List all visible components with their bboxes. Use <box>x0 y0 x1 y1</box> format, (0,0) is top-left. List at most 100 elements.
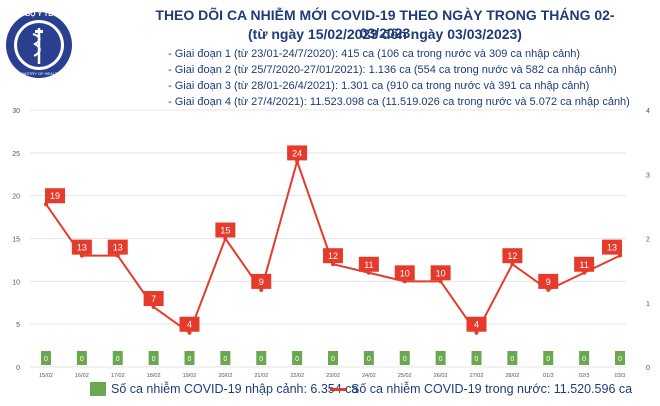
domestic-value-label: 10 <box>400 268 410 278</box>
imported-bar-label-box <box>41 351 51 365</box>
domestic-label-box <box>143 291 164 307</box>
imported-bar-label-box <box>220 351 231 365</box>
y-left-tick-label: 30 <box>12 108 20 115</box>
y-right-tick-label: 2 <box>646 237 650 244</box>
domestic-label-box <box>251 273 272 289</box>
domestic-value-label: 9 <box>546 277 551 287</box>
imported-bar-label-box <box>76 351 87 365</box>
imported-bar-value-label: 0 <box>546 356 550 363</box>
ministry-of-health-logo: BỘ Y TẾ MINISTRY OF HEALTH <box>6 8 72 78</box>
imported-bar-label-box <box>543 351 554 365</box>
domestic-label-box <box>358 256 379 272</box>
y-left-tick-label: 25 <box>12 151 20 158</box>
x-tick-label: 01/3 <box>543 373 554 379</box>
imported-bar-value-label: 0 <box>188 356 192 363</box>
domestic-value-label: 24 <box>292 148 302 158</box>
legend-domestic-label: Số ca nhiễm COVID-19 trong nước: 11.520.… <box>351 382 633 396</box>
imported-bar-value-label: 0 <box>80 356 84 363</box>
domestic-value-label: 11 <box>579 260 588 270</box>
domestic-value-label: 7 <box>151 294 156 304</box>
imported-bar-label-box <box>148 351 159 365</box>
domestic-value-label: 15 <box>220 226 230 236</box>
phase-4-summary: - Giai đoạn 4 (từ 27/4/2021): 11.523.098… <box>168 96 630 108</box>
domestic-value-label: 12 <box>328 251 338 261</box>
imported-bar-label-box <box>184 351 195 365</box>
imported-bar-label-box <box>471 351 482 365</box>
imported-bar-value-label: 0 <box>223 356 227 363</box>
x-tick-label: 26/02 <box>434 373 448 379</box>
domestic-cases-line <box>45 158 621 335</box>
domestic-label-box <box>538 273 559 289</box>
imported-bar-value-label: 0 <box>618 356 622 363</box>
y-left-tick-label: 15 <box>12 237 20 244</box>
x-tick-label: 23/02 <box>326 373 340 379</box>
y-left-tick-label: 5 <box>16 322 20 329</box>
x-tick-label: 27/02 <box>470 373 484 379</box>
svg-text:BỘ Y TẾ: BỘ Y TẾ <box>25 8 53 18</box>
imported-bar-label-box <box>399 351 410 365</box>
domestic-value-label: 13 <box>113 243 123 253</box>
imported-bar-value-label: 0 <box>331 356 335 363</box>
legend-imported: Số ca nhiễm COVID-19 nhập cảnh: 6.354 ca <box>90 382 358 396</box>
x-tick-label: 16/02 <box>75 373 89 379</box>
imported-bar-label-box <box>328 351 338 365</box>
domestic-label-box <box>215 222 236 238</box>
domestic-label-box <box>45 188 65 204</box>
domestic-value-label: 4 <box>187 320 192 330</box>
imported-bar-label-box <box>615 351 625 365</box>
domestic-label-box <box>430 265 451 281</box>
x-tick-label: 24/02 <box>362 373 376 379</box>
x-tick-label: 28/02 <box>505 373 519 379</box>
imported-bar-value-label: 0 <box>367 356 371 363</box>
imported-bar-label-box <box>292 351 303 365</box>
domestic-value-label: 19 <box>50 191 60 201</box>
phase-1-summary: - Giai đoạn 1 (từ 23/01-24/7/2020): 415 … <box>168 48 581 60</box>
y-right-tick-label: 1 <box>646 301 650 308</box>
chart-subtitle: (từ ngày 15/02/2023 đến ngày 03/03/2023) <box>248 26 522 42</box>
x-tick-label: 19/02 <box>183 373 197 379</box>
imported-bar-value-label: 0 <box>259 356 263 363</box>
domestic-value-label: 9 <box>259 277 264 287</box>
domestic-value-label: 13 <box>607 243 617 253</box>
imported-bar-value-label: 0 <box>582 356 586 363</box>
imported-bar-value-label: 0 <box>439 356 443 363</box>
domestic-label-box <box>602 239 622 255</box>
imported-bar-label-box <box>435 351 446 365</box>
legend-domestic-swatch <box>330 387 346 391</box>
y-right-tick-label: 4 <box>646 108 650 115</box>
x-tick-label: 25/02 <box>398 373 412 379</box>
domestic-label-box <box>287 145 308 161</box>
imported-bar-label-box <box>363 351 374 365</box>
domestic-label-box <box>394 265 415 281</box>
imported-bar-label-box <box>507 351 518 365</box>
domestic-label-box <box>502 248 523 264</box>
x-tick-label: 20/02 <box>218 373 232 379</box>
domestic-value-label: 12 <box>507 251 517 261</box>
legend-imported-label: Số ca nhiễm COVID-19 nhập cảnh: 6.354 ca <box>111 382 359 396</box>
imported-bar-value-label: 0 <box>475 356 479 363</box>
imported-bar-value-label: 0 <box>295 356 299 363</box>
domestic-value-label: 4 <box>474 320 479 330</box>
x-tick-label: 18/02 <box>147 373 161 379</box>
imported-bar-value-label: 0 <box>152 356 156 363</box>
imported-bar-value-label: 0 <box>44 356 48 363</box>
legend-domestic: Số ca nhiễm COVID-19 trong nước: 11.520.… <box>330 382 632 396</box>
x-tick-label: 21/02 <box>254 373 268 379</box>
y-left-tick-label: 10 <box>12 279 20 286</box>
x-tick-label: 22/02 <box>290 373 304 379</box>
imported-bar-label-box <box>579 351 590 365</box>
x-tick-label: 17/02 <box>111 373 125 379</box>
imported-bar-label-box <box>112 351 123 365</box>
domestic-label-box <box>574 256 595 272</box>
y-right-tick-label: 3 <box>646 172 650 179</box>
imported-bar-value-label: 0 <box>116 356 120 363</box>
domestic-label-box <box>71 239 92 255</box>
imported-bar-value-label: 0 <box>510 356 514 363</box>
imported-bar-value-label: 0 <box>403 356 407 363</box>
domestic-value-label: 13 <box>77 243 87 253</box>
y-left-tick-label: 20 <box>12 194 20 201</box>
x-tick-label: 02/3 <box>579 373 590 379</box>
phase-2-summary: - Giai đoạn 2 (từ 25/7/2020-27/01/2021):… <box>168 64 617 76</box>
domestic-value-label: 10 <box>436 268 446 278</box>
